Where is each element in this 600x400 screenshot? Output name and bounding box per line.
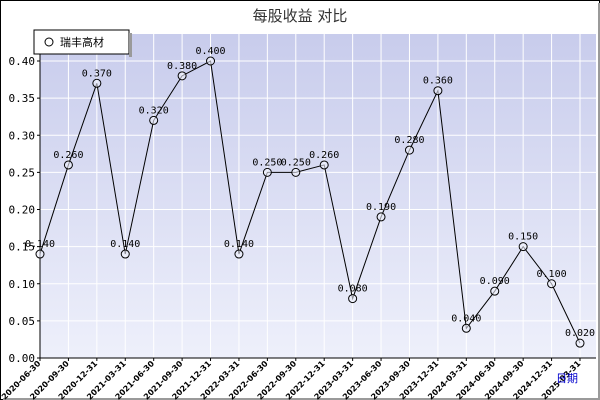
data-point [262,167,272,177]
data-point [319,160,329,170]
data-point [404,145,414,155]
plot-area [40,34,596,358]
data-label: 0.320 [139,105,169,116]
data-label: 0.140 [110,239,140,250]
data-point [35,249,45,259]
data-point [177,71,187,81]
data-label: 0.140 [224,239,254,250]
data-point [234,249,244,259]
data-point [120,249,130,259]
data-point [63,160,73,170]
data-label: 0.250 [281,157,311,168]
frame-shadow-right [598,3,600,400]
data-point [433,86,443,96]
data-label: 0.360 [423,76,453,87]
legend: 瑞丰高材 [33,29,132,57]
data-point [376,212,386,222]
y-tick-label: 0.20 [9,204,36,217]
gridlines [40,34,596,358]
y-tick-label: 0.30 [9,129,36,142]
data-point [92,78,102,88]
data-label: 0.370 [82,68,112,79]
data-label: 0.150 [508,232,538,243]
data-label: 0.280 [394,135,424,146]
frame-shadow-bottom [3,398,600,400]
data-label: 0.400 [195,46,225,57]
y-tick-label: 0.15 [9,241,36,254]
data-point [518,242,528,252]
series-line [39,60,581,344]
data-label: 0.250 [252,157,282,168]
data-label: 0.100 [537,269,567,280]
y-tick-label: 0.00 [9,352,36,365]
legend-marker-icon [44,37,54,47]
data-label: 0.380 [167,61,197,72]
y-tick-label: 0.40 [9,55,36,68]
data-label: 0.080 [338,284,368,295]
x-axis-title: 日期 [556,372,578,385]
legend-series-name: 瑞丰高材 [60,35,104,49]
data-point [291,167,301,177]
data-point [547,279,557,289]
data-label: 0.260 [309,150,339,161]
data-label: 0.040 [451,313,481,324]
data-point [575,338,585,348]
data-point [490,286,500,296]
y-tick-labels: 0.00 0.05 0.10 0.15 0.20 0.25 0.30 0.35 0.40 [9,55,40,365]
data-point [206,56,216,66]
y-tick-label: 0.05 [9,315,36,328]
data-labels: 0.140 0.260 0.370 0.140 0.320 0.380 0.400 0.140… [25,46,595,339]
data-label: 0.140 [25,239,55,250]
y-tick-label: 0.25 [9,166,36,179]
data-label: 0.020 [565,328,595,339]
data-label: 0.260 [53,150,83,161]
data-point [461,323,471,333]
chart-title: 每股收益 对比 [253,7,348,25]
x-tick-labels: 2020-06-302020-09-302020-12-312021-03-31… [0,358,583,400]
data-point [149,115,159,125]
y-tick-label: 0.35 [9,92,36,105]
y-tick-label: 0.10 [9,278,36,291]
data-point [348,294,358,304]
legend-shadow [129,33,132,57]
data-label: 0.090 [480,276,510,287]
data-label: 0.190 [366,202,396,213]
data-markers [35,56,585,348]
